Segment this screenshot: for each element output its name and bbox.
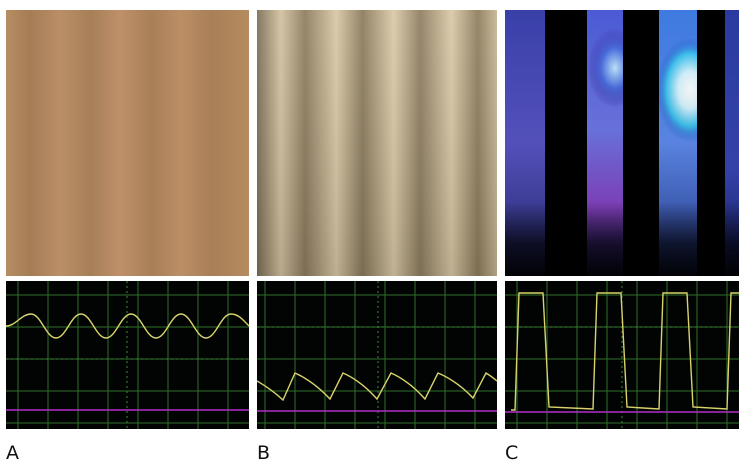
panel-label-c: C [505, 442, 519, 464]
photo-a [6, 10, 249, 276]
photo-c [505, 10, 739, 276]
panel-label-a: A [6, 442, 19, 464]
oscilloscope-b [257, 281, 497, 429]
oscilloscope-a-plot [6, 281, 249, 429]
oscilloscope-c-plot [505, 281, 739, 429]
oscilloscope-c [505, 281, 739, 429]
photo-b [257, 10, 497, 276]
panel-label-b: B [257, 442, 271, 464]
oscilloscope-b-plot [257, 281, 497, 429]
oscilloscope-a [6, 281, 249, 429]
